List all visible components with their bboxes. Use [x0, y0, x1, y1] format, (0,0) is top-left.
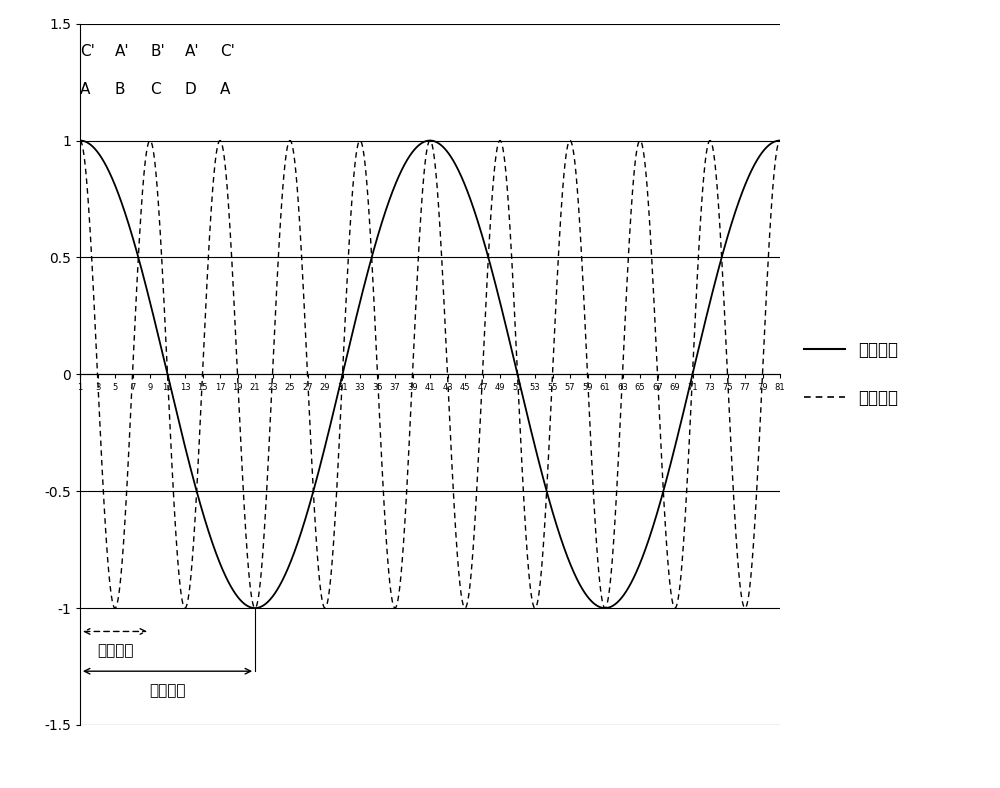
- Text: B': B': [150, 44, 165, 59]
- Text: C': C': [80, 44, 95, 59]
- Text: B: B: [115, 82, 126, 97]
- Text: A': A': [185, 44, 200, 59]
- Text: A: A: [220, 82, 230, 97]
- Text: 弹性周期: 弹性周期: [149, 683, 186, 698]
- Text: D: D: [185, 82, 197, 97]
- Text: A': A': [115, 44, 130, 59]
- Text: C': C': [220, 44, 235, 59]
- Legend: 弹性周期, 晶格周期: 弹性周期, 晶格周期: [795, 333, 907, 415]
- Text: A: A: [80, 82, 90, 97]
- Text: C: C: [150, 82, 161, 97]
- Text: 晶格周期: 晶格周期: [97, 643, 133, 658]
